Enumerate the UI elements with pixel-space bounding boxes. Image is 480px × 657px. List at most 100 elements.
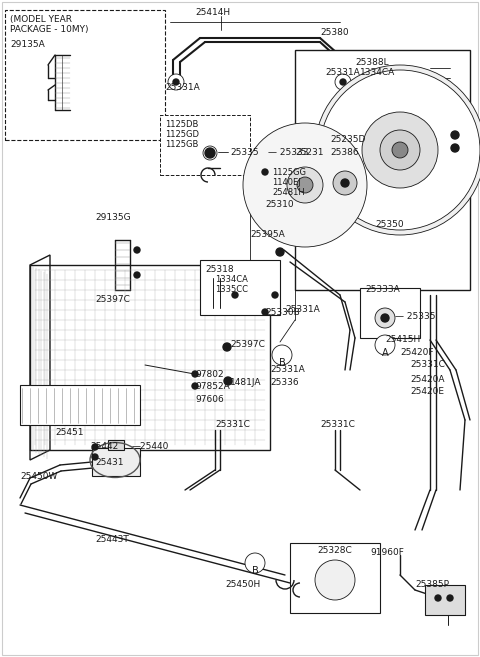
Text: 25331A: 25331A (285, 305, 320, 314)
Text: 25336: 25336 (270, 378, 299, 387)
Circle shape (168, 74, 184, 90)
Circle shape (224, 377, 232, 385)
Circle shape (192, 383, 198, 389)
Circle shape (192, 371, 198, 377)
Text: B: B (252, 566, 258, 576)
Circle shape (375, 308, 395, 328)
Bar (20, 385, 140, 425)
Bar (360, 288, 420, 338)
Bar (108, 440, 124, 450)
Text: PACKAGE - 10MY): PACKAGE - 10MY) (10, 25, 88, 34)
Text: 1125GD: 1125GD (165, 130, 199, 139)
Text: 1125GG: 1125GG (272, 168, 306, 177)
Circle shape (375, 335, 395, 355)
Text: 25330B: 25330B (265, 308, 300, 317)
Text: 1334CA: 1334CA (215, 275, 248, 284)
Circle shape (392, 142, 408, 158)
Circle shape (134, 247, 140, 253)
Text: B: B (278, 358, 286, 368)
Circle shape (223, 343, 231, 351)
Text: 25414H: 25414H (195, 8, 230, 17)
Bar (425, 585, 465, 615)
Bar (325, 572, 345, 586)
Circle shape (92, 444, 98, 450)
Circle shape (232, 292, 238, 298)
Text: 25395A: 25395A (250, 230, 285, 239)
Circle shape (380, 130, 420, 170)
Bar (92, 448, 140, 476)
Polygon shape (295, 50, 470, 290)
Circle shape (208, 151, 212, 155)
Text: A: A (382, 348, 388, 358)
Bar (290, 543, 380, 613)
Text: — 25335: — 25335 (395, 312, 435, 321)
Text: 25331A: 25331A (325, 68, 360, 77)
Text: — 25333: — 25333 (268, 148, 309, 157)
Bar (440, 110, 470, 160)
Circle shape (134, 272, 140, 278)
Text: 1125GB: 1125GB (165, 140, 198, 149)
Circle shape (262, 309, 268, 315)
Text: 1125DB: 1125DB (165, 120, 198, 129)
Text: 25235D: 25235D (330, 135, 365, 144)
Text: 25335: 25335 (230, 148, 259, 157)
Text: 25385P: 25385P (415, 580, 449, 589)
Text: 25420E: 25420E (410, 387, 444, 396)
Circle shape (341, 179, 349, 187)
Circle shape (451, 131, 459, 139)
Text: 25431: 25431 (95, 458, 123, 467)
Circle shape (287, 167, 323, 203)
Circle shape (362, 112, 438, 188)
Text: 97852A: 97852A (195, 382, 230, 391)
Polygon shape (30, 255, 50, 460)
Circle shape (447, 595, 453, 601)
Circle shape (243, 123, 367, 247)
Text: 1335CC: 1335CC (215, 285, 248, 294)
Text: 97802: 97802 (195, 370, 224, 379)
Text: 1334CA: 1334CA (360, 68, 395, 77)
Text: 1481JA: 1481JA (230, 378, 262, 387)
Text: 25331A: 25331A (270, 365, 305, 374)
Circle shape (272, 345, 292, 365)
Circle shape (92, 454, 98, 460)
Text: —25440: —25440 (132, 442, 169, 451)
Circle shape (315, 560, 355, 600)
Circle shape (260, 167, 270, 177)
Text: 25380: 25380 (320, 28, 348, 37)
Bar (200, 260, 280, 315)
Circle shape (320, 70, 480, 230)
Text: 1140EJ: 1140EJ (272, 178, 301, 187)
Text: 25331A: 25331A (165, 83, 200, 92)
Bar (30, 265, 270, 450)
Text: 25310: 25310 (265, 200, 294, 209)
Text: 91960F: 91960F (370, 548, 404, 557)
Text: 25331C: 25331C (320, 420, 355, 429)
Circle shape (435, 595, 441, 601)
Circle shape (315, 65, 480, 235)
Text: 25386: 25386 (330, 148, 359, 157)
Circle shape (381, 314, 389, 322)
Circle shape (297, 177, 313, 193)
Text: 25415H: 25415H (385, 335, 420, 344)
Text: 25231: 25231 (295, 148, 324, 157)
Circle shape (335, 74, 351, 90)
Text: 25328C: 25328C (318, 546, 352, 555)
Text: 25331C: 25331C (410, 360, 445, 369)
Text: (MODEL YEAR: (MODEL YEAR (10, 15, 72, 24)
Text: 25450H: 25450H (225, 580, 260, 589)
Bar (5, 10, 165, 140)
Text: 25443T: 25443T (95, 535, 129, 544)
Text: 25350: 25350 (375, 220, 404, 229)
Text: 97606: 97606 (195, 395, 224, 404)
Circle shape (173, 79, 179, 85)
Text: 25420A: 25420A (410, 375, 444, 384)
Circle shape (276, 248, 284, 256)
Text: 25481H: 25481H (272, 188, 305, 197)
Text: 25450W: 25450W (20, 472, 58, 481)
Bar (330, 568, 340, 573)
Circle shape (262, 169, 268, 175)
Circle shape (203, 146, 217, 160)
Text: 25333A: 25333A (365, 285, 400, 294)
Text: 25397C: 25397C (95, 295, 130, 304)
Text: 25420F: 25420F (400, 348, 433, 357)
